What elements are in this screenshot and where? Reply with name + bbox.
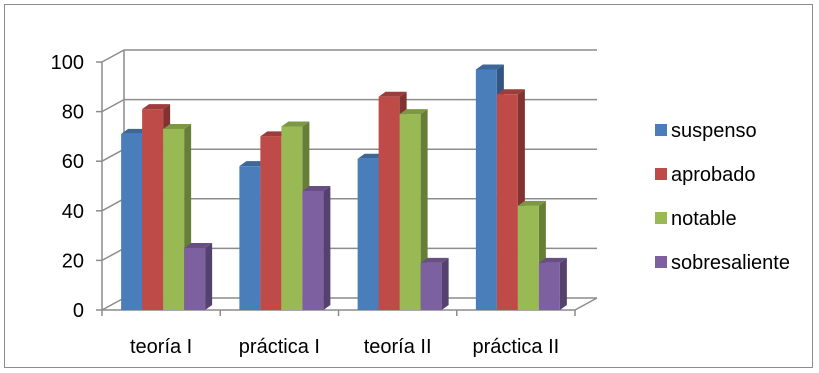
- bar: [399, 114, 421, 310]
- legend-swatch: [655, 256, 667, 268]
- gridline-side: [101, 247, 125, 262]
- bar: [184, 248, 206, 310]
- bar-top: [496, 89, 525, 95]
- bar-top: [281, 121, 310, 127]
- gridline-side: [101, 198, 125, 212]
- bar-top: [142, 104, 171, 110]
- bar-side: [323, 185, 331, 310]
- bar: [378, 96, 400, 310]
- y-tick-label: 80: [62, 102, 84, 124]
- bar: [260, 136, 282, 310]
- bar: [420, 262, 442, 310]
- x-tick-label: teoría I: [130, 336, 192, 358]
- bar-side: [441, 257, 449, 310]
- legend-swatch: [655, 124, 667, 136]
- gridline-side: [101, 49, 125, 63]
- legend-label: notable: [671, 208, 737, 230]
- bar-top: [517, 200, 546, 206]
- bar-top: [163, 123, 192, 129]
- y-tick-label: 0: [73, 300, 84, 322]
- bar: [121, 133, 143, 310]
- x-tick-label: práctica I: [239, 336, 320, 358]
- bar: [475, 69, 497, 310]
- bar-top: [378, 91, 407, 97]
- bar: [142, 109, 164, 311]
- bar-top: [184, 243, 213, 248]
- bar-top: [475, 64, 504, 70]
- x-tick-label: práctica II: [473, 336, 560, 358]
- legend-label: sobresaliente: [671, 252, 790, 274]
- x-tick-label: teoría II: [364, 336, 432, 358]
- gridline-side: [101, 297, 125, 311]
- y-tick-label: 20: [62, 250, 84, 272]
- bar: [496, 94, 518, 311]
- bar: [538, 262, 560, 310]
- bar-top: [302, 185, 331, 191]
- bar: [517, 205, 539, 310]
- gridline-side: [101, 98, 125, 113]
- bar: [239, 166, 261, 310]
- bar-side: [559, 257, 567, 310]
- floor-edge: [574, 297, 598, 311]
- bar-top: [538, 257, 567, 263]
- bar: [357, 158, 379, 310]
- legend-swatch: [655, 212, 667, 224]
- legend-swatch: [655, 168, 667, 180]
- bar: [163, 128, 185, 310]
- bar: [281, 126, 303, 310]
- bar-top: [399, 109, 428, 115]
- y-tick-label: 40: [62, 201, 84, 223]
- gridline-side: [101, 148, 125, 162]
- bar-top: [420, 257, 449, 263]
- legend-label: suspenso: [671, 120, 757, 142]
- y-tick-label: 100: [51, 52, 84, 74]
- y-tick-label: 60: [62, 151, 84, 173]
- bar-side: [205, 243, 213, 310]
- bar: [302, 190, 324, 310]
- legend-label: aprobado: [671, 164, 756, 186]
